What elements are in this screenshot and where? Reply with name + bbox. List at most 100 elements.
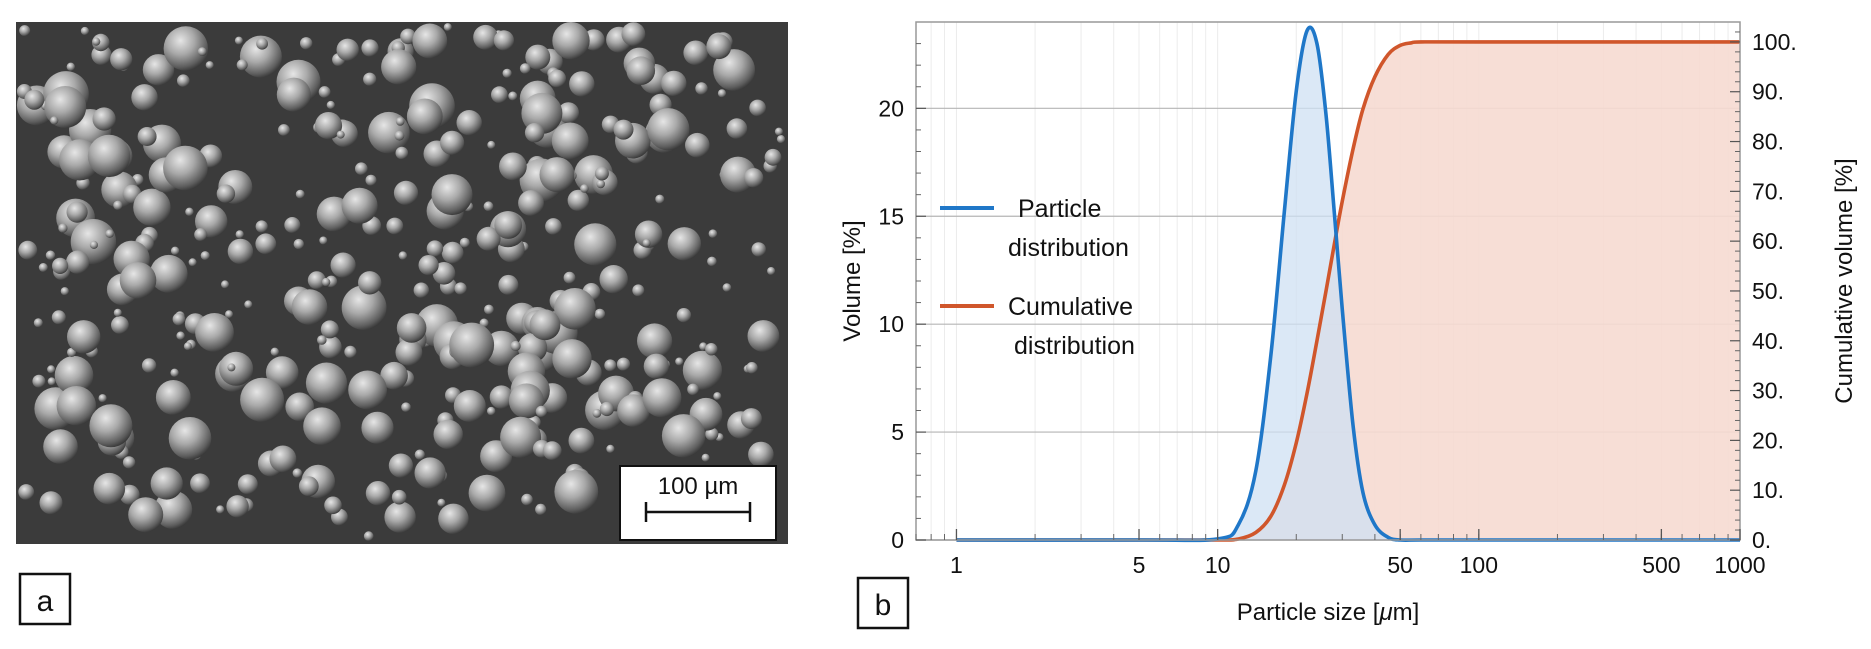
powder-particle	[317, 335, 327, 345]
powder-particle	[56, 386, 96, 426]
powder-particle	[508, 91, 518, 101]
powder-particle	[58, 223, 68, 233]
powder-particle	[87, 134, 131, 178]
powder-particle	[594, 166, 609, 181]
powder-particle	[637, 323, 673, 359]
powder-particle	[748, 441, 774, 468]
powder-particle	[414, 449, 425, 460]
powder-particle	[205, 61, 214, 70]
powder-particle	[168, 417, 212, 460]
powder-particle	[66, 62, 76, 71]
y2-tick-label: 40.	[1752, 328, 1784, 354]
powder-particle	[324, 496, 342, 515]
powder-particle	[740, 408, 762, 430]
powder-particle	[239, 35, 282, 78]
powder-particle	[89, 240, 98, 249]
powder-particle	[548, 69, 566, 88]
powder-particle	[137, 127, 157, 146]
powder-particle	[489, 385, 514, 409]
powder-particle	[395, 117, 405, 126]
powder-particle	[396, 313, 427, 343]
powder-particle	[621, 22, 646, 46]
powder-particle	[295, 189, 305, 199]
powder-particle	[66, 250, 90, 274]
powder-particle	[384, 501, 416, 533]
powder-particle	[321, 277, 331, 287]
powder-particle	[190, 473, 210, 494]
powder-particle	[33, 318, 43, 328]
powder-particle	[92, 37, 101, 46]
sem-panel: 100 µm a	[0, 0, 800, 644]
powder-particle	[216, 505, 225, 514]
powder-particle	[341, 285, 387, 330]
powder-particle	[66, 201, 88, 223]
powder-particle	[305, 362, 348, 404]
powder-particle	[661, 414, 706, 458]
particle-size-chart: 051015200.10.20.30.40.50.60.70.80.90.100…	[839, 21, 1858, 630]
powder-particle	[667, 227, 701, 261]
powder-particle	[642, 378, 682, 418]
powder-particle	[398, 251, 408, 260]
powder-particle	[336, 38, 359, 61]
powder-particle	[632, 284, 645, 297]
powder-particle	[285, 392, 315, 422]
powder-particle	[717, 89, 727, 98]
powder-particle	[255, 220, 268, 233]
powder-particle	[510, 340, 521, 352]
powder-particle	[293, 238, 304, 250]
y2-tick-label: 50.	[1752, 278, 1784, 304]
powder-particle	[330, 252, 356, 278]
powder-particle	[554, 469, 599, 514]
powder-particle	[502, 68, 512, 78]
y-tick-label: 15	[878, 203, 904, 229]
powder-particle	[292, 468, 302, 478]
y2-tick-label: 30.	[1752, 378, 1784, 404]
powder-particle	[487, 140, 496, 149]
y-tick-label: 10	[878, 311, 904, 337]
powder-particle	[47, 365, 56, 374]
powder-particle	[606, 444, 615, 453]
powder-particle	[154, 490, 193, 529]
powder-particle	[412, 23, 448, 59]
powder-particle	[443, 23, 452, 32]
x-tick-label: 100	[1460, 552, 1498, 578]
powder-particle	[519, 63, 531, 74]
powder-particle	[141, 358, 157, 373]
powder-particle	[431, 174, 473, 216]
powder-particle	[110, 48, 133, 71]
powder-particle	[185, 207, 194, 216]
powder-particle	[361, 39, 379, 57]
powder-particle	[764, 148, 782, 166]
powder-particle	[487, 406, 496, 416]
powder-particle	[634, 220, 663, 248]
y2-tick-label: 100.	[1752, 29, 1797, 55]
powder-particle	[188, 258, 197, 267]
x-tick-label: 1	[950, 552, 963, 578]
powder-particle	[318, 86, 331, 98]
powder-particle	[551, 122, 589, 160]
powder-particle	[216, 184, 236, 203]
powder-particle	[388, 453, 413, 478]
powder-particle	[18, 484, 35, 500]
panel-label-a: a	[37, 585, 54, 618]
powder-particle	[98, 394, 107, 403]
powder-particle	[358, 271, 382, 295]
powder-particle	[468, 474, 506, 512]
powder-particle	[319, 236, 328, 245]
area-fills	[956, 27, 1740, 541]
y-tick-label: 5	[891, 419, 904, 445]
powder-particle	[265, 356, 299, 389]
y2-tick-label: 0.	[1752, 527, 1771, 553]
y2-tick-label: 60.	[1752, 228, 1784, 254]
powder-particle	[705, 343, 718, 356]
powder-particle	[155, 380, 191, 415]
powder-particle	[484, 304, 494, 315]
cumulative-distribution-line	[956, 40, 1740, 542]
y2-tick-label: 10.	[1752, 477, 1784, 503]
particle-distribution-fill	[956, 27, 1740, 541]
y2-tick-label: 70.	[1752, 178, 1784, 204]
powder-particle	[545, 218, 562, 235]
powder-particle	[113, 200, 123, 210]
powder-particle	[456, 110, 482, 136]
powder-particle	[441, 241, 464, 264]
